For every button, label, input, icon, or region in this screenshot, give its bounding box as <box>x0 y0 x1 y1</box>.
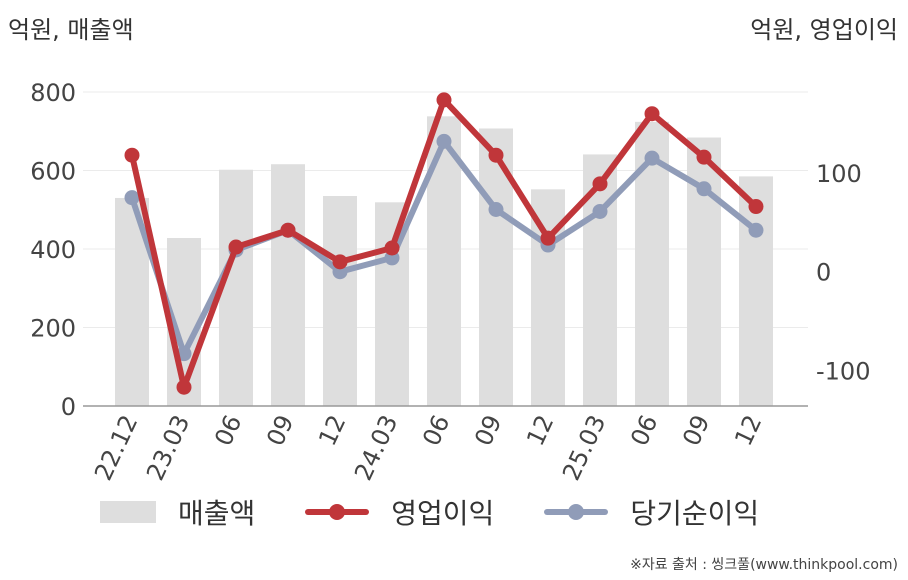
legend-item-net-income: 당기순이익 <box>544 492 759 532</box>
operating-profit-point <box>384 240 400 256</box>
y-right-tick-label: -100 <box>816 357 870 385</box>
operating-profit-point <box>592 176 608 192</box>
revenue-bar <box>219 169 253 406</box>
operating-profit-point <box>176 379 192 395</box>
legend-label-net-income: 당기순이익 <box>630 497 760 530</box>
legend: 매출액 영업이익 당기순이익 <box>100 492 809 532</box>
operating-profit-point <box>488 147 504 163</box>
net-income-point <box>124 190 140 206</box>
revenue-bar <box>739 176 773 406</box>
right-axis-unit: 억원, 영업이익 <box>750 16 898 44</box>
operating-profit-point <box>696 149 712 165</box>
legend-swatch-revenue <box>100 501 156 523</box>
operating-profit-point <box>748 199 764 215</box>
y-right-tick-label: 0 <box>816 259 831 287</box>
y-right-tick-label: 100 <box>816 160 862 188</box>
revenue-bar <box>271 164 305 406</box>
y-left-tick-label: 600 <box>30 158 76 186</box>
legend-label-operating-profit: 영업이익 <box>391 497 495 530</box>
x-tick-label: 12 <box>313 411 351 451</box>
left-axis-unit: 억원, 매출액 <box>8 16 134 44</box>
y-left-tick-label: 200 <box>30 315 76 343</box>
net-income-point <box>436 133 452 149</box>
x-tick-label: 12 <box>521 411 559 451</box>
revenue-bar <box>323 196 357 406</box>
data-source: ※자료 출처 : 씽크풀(www.thinkpool.com) <box>630 557 898 573</box>
operating-profit-point <box>124 147 140 163</box>
legend-item-operating-profit: 영업이익 <box>305 492 494 532</box>
operating-profit-point <box>540 230 556 246</box>
y-left-tick-label: 0 <box>61 393 76 421</box>
x-tick-label: 23.03 <box>141 411 195 485</box>
operating-profit-point <box>436 92 452 108</box>
x-tick-label: 09 <box>261 411 299 451</box>
x-tick-label: 06 <box>209 411 247 451</box>
legend-item-revenue: 매출액 <box>100 492 255 532</box>
operating-profit-point <box>280 222 296 238</box>
x-tick-label: 09 <box>677 411 715 451</box>
x-tick-label: 22.12 <box>89 411 143 485</box>
net-income-point <box>488 202 504 218</box>
net-income-point <box>748 222 764 238</box>
x-tick-label: 25.03 <box>557 411 611 485</box>
net-income-point <box>696 181 712 197</box>
x-tick-label: 24.03 <box>349 411 403 485</box>
x-tick-label: 09 <box>469 411 507 451</box>
revenue-bar <box>687 137 721 406</box>
y-left-tick-label: 400 <box>30 236 76 264</box>
legend-swatch-net-income <box>544 501 609 523</box>
net-income-point <box>592 203 608 219</box>
legend-label-revenue: 매출액 <box>178 497 256 530</box>
operating-profit-point <box>644 106 660 122</box>
operating-profit-point <box>228 239 244 255</box>
legend-swatch-operating-profit <box>305 501 370 523</box>
net-income-point <box>644 150 660 166</box>
y-left-tick-label: 800 <box>30 79 76 107</box>
x-tick-label: 12 <box>729 411 767 451</box>
operating-profit-point <box>332 254 348 270</box>
x-tick-label: 06 <box>625 411 663 451</box>
x-tick-label: 06 <box>417 411 455 451</box>
